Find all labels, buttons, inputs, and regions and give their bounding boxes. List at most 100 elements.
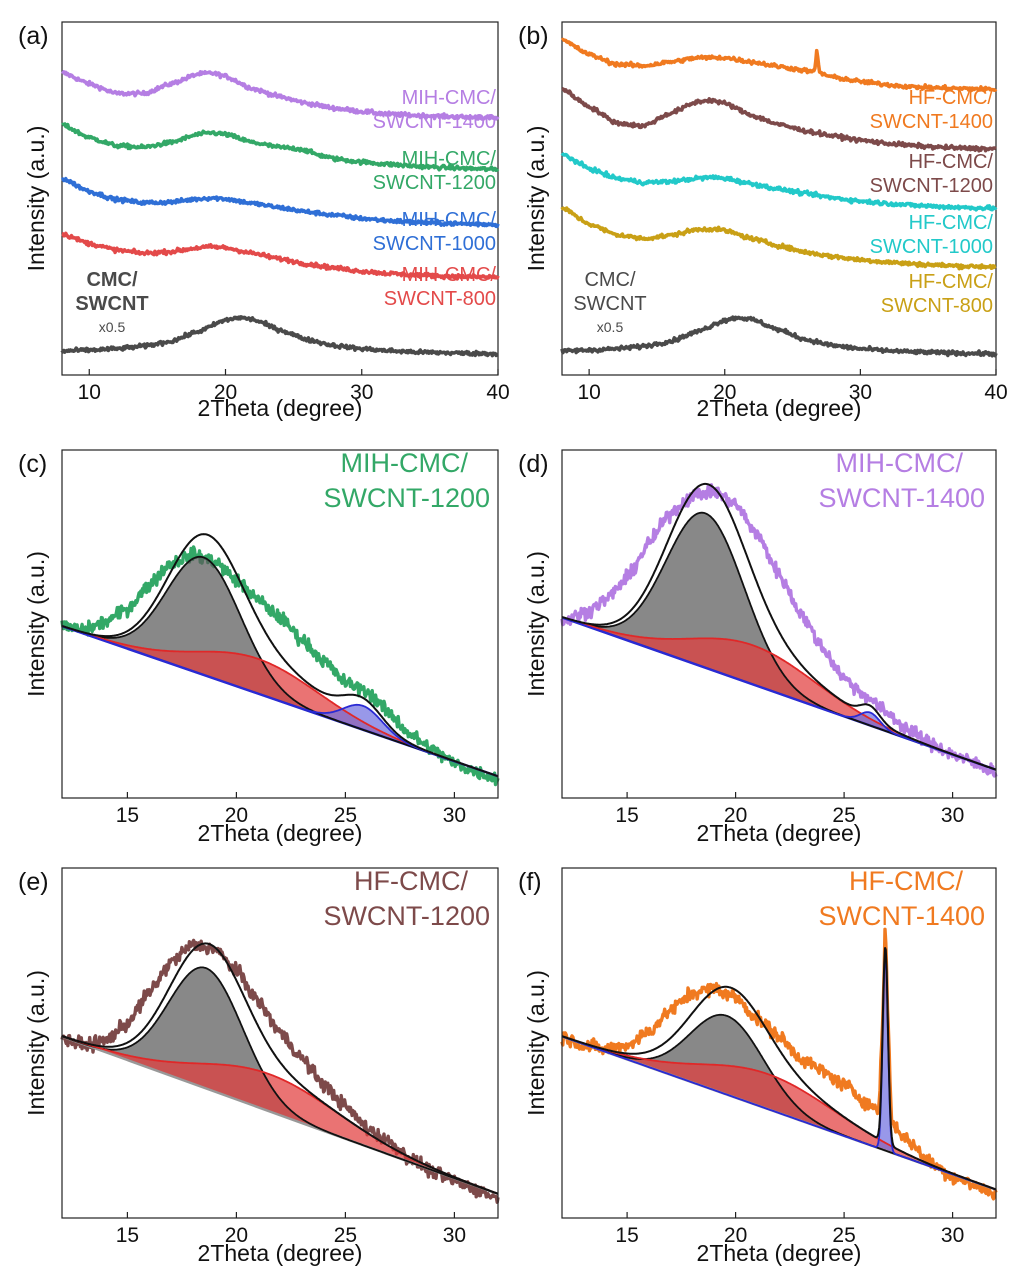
x-tick-label: 20 [225, 804, 248, 827]
series-label: x0.5 [99, 319, 126, 335]
series-line [560, 315, 998, 358]
series-label: CMC/ [86, 269, 138, 291]
x-tick-label: 20 [713, 381, 736, 404]
x-axis-label: 2Theta (degree) [198, 1240, 363, 1266]
y-axis-label: Intensity (a.u.) [523, 551, 549, 697]
x-tick-label: 30 [941, 804, 964, 827]
component-fill [562, 955, 996, 1190]
x-tick-label: 10 [78, 381, 101, 404]
series-line [561, 87, 997, 153]
series-label: HF-CMC/ [909, 87, 994, 109]
series-line [61, 231, 500, 281]
plot-frame [561, 449, 997, 799]
series-label: SWCNT [573, 293, 646, 315]
panel-title: SWCNT-1400 [818, 901, 985, 931]
panel-title: SWCNT-1200 [323, 483, 490, 513]
x-tick-label: 30 [849, 381, 872, 404]
series-label: HF-CMC/ [909, 212, 994, 234]
series-line [61, 122, 500, 173]
panel-a: 10 20 30 40 2Theta (degree) Intensity (a.u.) (… [18, 21, 510, 421]
series-label: CMC/ [584, 269, 636, 291]
x-tick-label: 15 [615, 1224, 638, 1247]
x-tick-label: 20 [225, 1224, 248, 1247]
plot-frame [561, 867, 997, 1219]
panel-title: MIH-CMC/ [341, 448, 469, 478]
panel-label: (c) [18, 450, 47, 478]
series-label: HF-CMC/ [909, 271, 994, 293]
raw-data-line [560, 927, 998, 1201]
series-label: SWCNT-1400 [870, 111, 993, 133]
series-line [560, 206, 997, 271]
component-line [61, 555, 499, 778]
panel-title: HF-CMC/ [354, 866, 468, 896]
panel-b: 10 20 30 40 2Theta (degree) Intensity (a.u.) (… [518, 21, 1008, 421]
fit-envelope-line [61, 942, 499, 1195]
panel-label: (d) [518, 450, 549, 478]
series-label: MIH-CMC/ [402, 209, 497, 231]
y-axis-label: Intensity (a.u.) [523, 970, 549, 1116]
panel-label: (f) [518, 868, 542, 896]
component-fill [62, 967, 498, 1194]
x-tick-label: 15 [116, 804, 139, 827]
component-line [61, 966, 499, 1195]
panel-title: HF-CMC/ [849, 866, 963, 896]
x-tick-label: 20 [214, 381, 237, 404]
raw-data-line [60, 545, 500, 787]
x-tick-label: 10 [577, 381, 600, 404]
series-label: MIH-CMC/ [402, 264, 497, 286]
x-tick-label: 15 [615, 804, 638, 827]
plot-frame [561, 21, 997, 376]
fit-envelope-line [561, 947, 997, 1191]
component-fill [562, 512, 996, 770]
x-tick-label: 15 [116, 1224, 139, 1247]
x-axis-label: 2Theta (degree) [697, 395, 862, 421]
fit-envelope-line [61, 533, 499, 778]
panel-e: 15 20 25 30 2Theta (degree) Intensity (a.u.) (… [18, 866, 500, 1266]
x-axis-label: 2Theta (degree) [697, 1240, 862, 1266]
series-label: SWCNT-1200 [373, 172, 496, 194]
series-line [61, 176, 500, 229]
x-tick-label: 25 [832, 804, 855, 827]
series-line [61, 69, 500, 121]
raw-data-line [60, 938, 500, 1204]
x-tick-label: 25 [832, 1224, 855, 1247]
series-label: MIH-CMC/ [402, 87, 497, 109]
y-axis-label: Intensity (a.u.) [23, 551, 49, 697]
series-label: SWCNT-800 [881, 295, 993, 317]
raw-data-line [560, 483, 998, 778]
panel-label: (b) [518, 22, 549, 50]
series-label: SWCNT-1200 [870, 175, 993, 197]
panel-label: (e) [18, 868, 49, 896]
panel-title: SWCNT-1200 [323, 901, 490, 931]
series-line [60, 315, 499, 358]
series-line [560, 151, 998, 212]
x-tick-label: 30 [443, 804, 466, 827]
x-tick-label: 25 [334, 804, 357, 827]
x-tick-label: 20 [724, 1224, 747, 1247]
x-tick-label: 25 [334, 1224, 357, 1247]
x-tick-label: 30 [941, 1224, 964, 1247]
y-axis-label: Intensity (a.u.) [523, 126, 549, 272]
series-label: MIH-CMC/ [402, 148, 497, 170]
panel-label: (a) [18, 22, 49, 50]
panel-f: 15 20 25 30 2Theta (degree) Intensity (a.u.) (… [518, 866, 998, 1266]
x-axis-label: 2Theta (degree) [198, 820, 363, 846]
series-label: x0.5 [597, 319, 624, 335]
series-label: SWCNT-1000 [870, 236, 993, 258]
y-axis-label: Intensity (a.u.) [23, 970, 49, 1116]
plot-frame [61, 449, 499, 799]
x-tick-label: 30 [350, 381, 373, 404]
x-axis-label: 2Theta (degree) [697, 820, 862, 846]
plot-frame [61, 21, 499, 376]
x-tick-label: 30 [443, 1224, 466, 1247]
series-label: SWCNT-800 [384, 288, 496, 310]
x-tick-label: 40 [486, 381, 509, 404]
series-label: SWCNT [75, 293, 148, 315]
panel-title: MIH-CMC/ [836, 448, 964, 478]
panel-c: 15 20 25 30 2Theta (degree) Intensity (a.u.) (… [18, 448, 500, 846]
fit-envelope-line [561, 482, 997, 771]
plot-frame [61, 867, 499, 1219]
component-fill [62, 556, 498, 777]
panel-title: SWCNT-1400 [818, 483, 985, 513]
